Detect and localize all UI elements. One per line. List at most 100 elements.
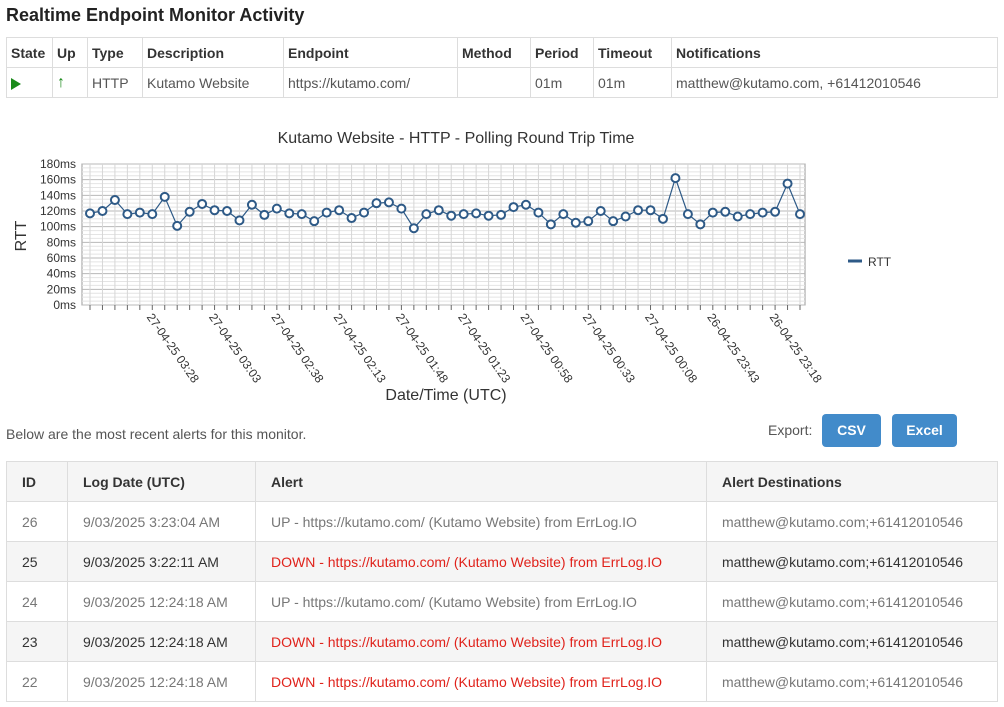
x-tick-label: 26-04-25 23:18 (767, 311, 825, 386)
col-notifications: Notifications (671, 37, 998, 68)
data-point (222, 206, 233, 216)
x-tick-label: 27-04-25 00:58 (518, 311, 576, 386)
x-tick-label: 27-04-25 00:33 (580, 311, 638, 386)
data-point (172, 220, 183, 231)
data-point (284, 208, 295, 219)
alert-date: 9/03/2025 12:24:18 AM (67, 621, 256, 662)
data-point (383, 197, 394, 208)
x-tick-label: 27-04-25 01:23 (455, 311, 513, 386)
data-point (770, 206, 781, 217)
alert-id: 22 (6, 661, 68, 702)
data-point (757, 207, 768, 218)
alerts-table: ID Log Date (UTC) Alert Alert Destinatio… (6, 461, 998, 702)
export-excel-button[interactable]: Excel (892, 414, 957, 447)
alert-destinations: matthew@kutamo.com;+61412010546 (706, 581, 998, 622)
data-point (408, 223, 419, 234)
data-point (496, 209, 507, 220)
data-point (209, 205, 220, 216)
monitor-row: ↑ HTTP Kutamo Website https://kutamo.com… (6, 67, 998, 98)
x-tick-label: 27-04-25 02:38 (268, 311, 326, 386)
data-point (334, 205, 345, 216)
alert-date: 9/03/2025 12:24:18 AM (67, 661, 256, 702)
endpoint-value: https://kutamo.com/ (283, 67, 458, 98)
data-point (97, 206, 108, 216)
x-tick-label: 27-04-25 00:08 (642, 311, 700, 386)
y-tick-label: 100ms (40, 220, 76, 234)
data-point (782, 178, 793, 189)
chart-legend: RTT (848, 255, 892, 269)
col-type: Type (87, 37, 143, 68)
alert-message: DOWN - https://kutamo.com/ (Kutamo Websi… (255, 661, 707, 702)
rtt-chart: Kutamo Website - HTTP - Polling Round Tr… (0, 118, 1004, 408)
method-value (457, 67, 531, 98)
x-tick-label: 27-04-25 03:03 (206, 311, 264, 386)
alert-destinations: matthew@kutamo.com;+61412010546 (706, 501, 998, 542)
alert-destinations: matthew@kutamo.com;+61412010546 (706, 661, 998, 702)
alert-message: DOWN - https://kutamo.com/ (Kutamo Websi… (255, 541, 707, 582)
state-cell[interactable] (6, 67, 53, 98)
x-tick-label: 26-04-25 23:43 (704, 311, 762, 386)
export-label: Export: (768, 422, 813, 438)
alerts-caption: Below are the most recent alerts for thi… (6, 426, 307, 442)
data-point (309, 216, 320, 227)
table-row: 22 9/03/2025 12:24:18 AM DOWN - https://… (6, 661, 998, 702)
table-row: 25 9/03/2025 3:22:11 AM DOWN - https://k… (6, 541, 998, 582)
col-timeout: Timeout (593, 37, 672, 68)
alert-destinations: matthew@kutamo.com;+61412010546 (706, 621, 998, 662)
export-csv-button[interactable]: CSV (822, 414, 881, 447)
data-point (134, 207, 145, 218)
data-point (533, 207, 544, 218)
data-point (159, 191, 170, 202)
monitor-table: State Up Type Description Endpoint Metho… (6, 37, 998, 98)
x-tick-label: 27-04-25 01:48 (393, 311, 451, 386)
y-tick-label: 140ms (40, 188, 76, 202)
col-description: Description (142, 37, 284, 68)
data-point (197, 198, 208, 209)
y-tick-label: 80ms (47, 235, 76, 249)
alert-date: 9/03/2025 3:23:04 AM (67, 501, 256, 542)
data-point (707, 207, 718, 218)
data-point (234, 215, 245, 226)
period-value: 01m (530, 67, 594, 98)
col-id[interactable]: ID (6, 461, 68, 502)
data-point (508, 202, 519, 213)
data-point (545, 219, 556, 230)
x-tick-label: 27-04-25 03:28 (144, 311, 202, 386)
data-point (695, 219, 706, 230)
chart-title: Kutamo Website - HTTP - Polling Round Tr… (278, 130, 635, 147)
data-point (720, 206, 731, 217)
timeout-value: 01m (593, 67, 672, 98)
play-icon[interactable] (11, 77, 21, 90)
data-point (396, 203, 407, 214)
chart-y-label: RTT (13, 220, 30, 251)
data-point (645, 205, 656, 216)
data-point (147, 209, 158, 220)
data-point (184, 206, 195, 217)
col-alert[interactable]: Alert (255, 461, 707, 502)
table-row: 23 9/03/2025 12:24:18 AM DOWN - https://… (6, 621, 998, 662)
alert-id: 25 (6, 541, 68, 582)
data-point (85, 208, 95, 219)
data-point (346, 213, 357, 224)
col-state: State (6, 37, 53, 68)
data-point (483, 210, 494, 221)
col-alert-destinations[interactable]: Alert Destinations (706, 461, 998, 502)
alert-message: UP - https://kutamo.com/ (Kutamo Website… (255, 501, 707, 542)
legend-label: RTT (868, 255, 892, 269)
col-up: Up (52, 37, 88, 68)
data-point (359, 207, 370, 218)
col-log-date[interactable]: Log Date (UTC) (67, 461, 256, 502)
data-point (570, 217, 581, 228)
data-point (620, 211, 631, 222)
col-method: Method (457, 37, 531, 68)
data-point (520, 199, 531, 210)
chart-series (85, 173, 805, 234)
data-point (595, 206, 606, 216)
alert-id: 23 (6, 621, 68, 662)
type-value: HTTP (87, 67, 143, 98)
alert-destinations: matthew@kutamo.com;+61412010546 (706, 541, 998, 582)
data-point (682, 209, 693, 220)
alerts-header-row: ID Log Date (UTC) Alert Alert Destinatio… (6, 461, 998, 502)
table-row: 26 9/03/2025 3:23:04 AM UP - https://kut… (6, 501, 998, 542)
up-cell: ↑ (52, 67, 88, 98)
